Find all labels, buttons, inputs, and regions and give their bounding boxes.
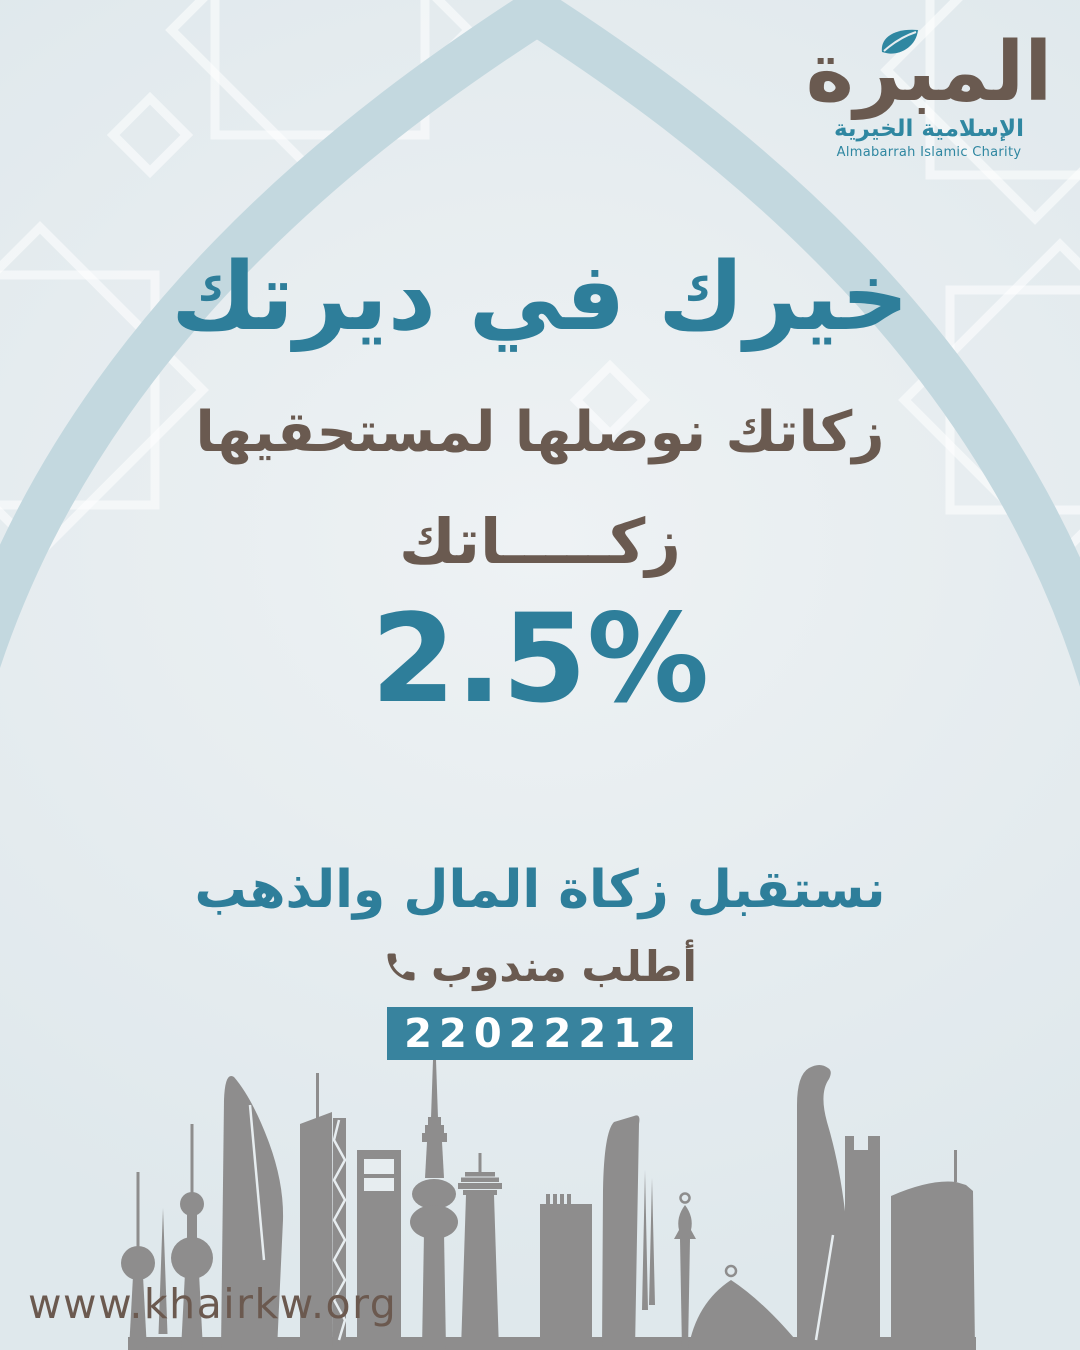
kuwait-skyline-silhouette xyxy=(121,1060,976,1350)
logo-tagline-en: Almabarrah Islamic Charity xyxy=(836,145,1022,161)
logo-tagline-ar: الإسلامية الخيرية xyxy=(833,116,1025,143)
leaf-icon xyxy=(881,29,918,54)
zakat-label: زكـــــاتك xyxy=(399,505,681,578)
zakat-rate: 2.5% xyxy=(370,588,710,730)
islamic-star-pattern xyxy=(0,0,1080,562)
logo: المبرة الإسلامية الخيرية Almabarrah Isla… xyxy=(804,25,1054,161)
cta-label: أطلب مندوب xyxy=(431,942,697,991)
headline: خيرك في ديرتك xyxy=(171,243,909,352)
cta-row: أطلب مندوب xyxy=(0,942,1080,991)
phone-number: 22022212 xyxy=(404,1010,683,1057)
phone-handset-icon xyxy=(387,953,415,980)
mosque-arch xyxy=(0,0,1080,687)
subheadline: زكاتك نوصلها لمستحقيها xyxy=(195,400,885,465)
website-link[interactable]: www.khairkw.org xyxy=(28,1280,398,1328)
crescent-finial-icon xyxy=(679,1192,691,1204)
phone-number-box[interactable]: 22022212 xyxy=(387,1007,693,1060)
services-line: نستقبل زكاة المال والذهب xyxy=(194,860,886,920)
logo-wordmark: المبرة xyxy=(805,25,1053,120)
